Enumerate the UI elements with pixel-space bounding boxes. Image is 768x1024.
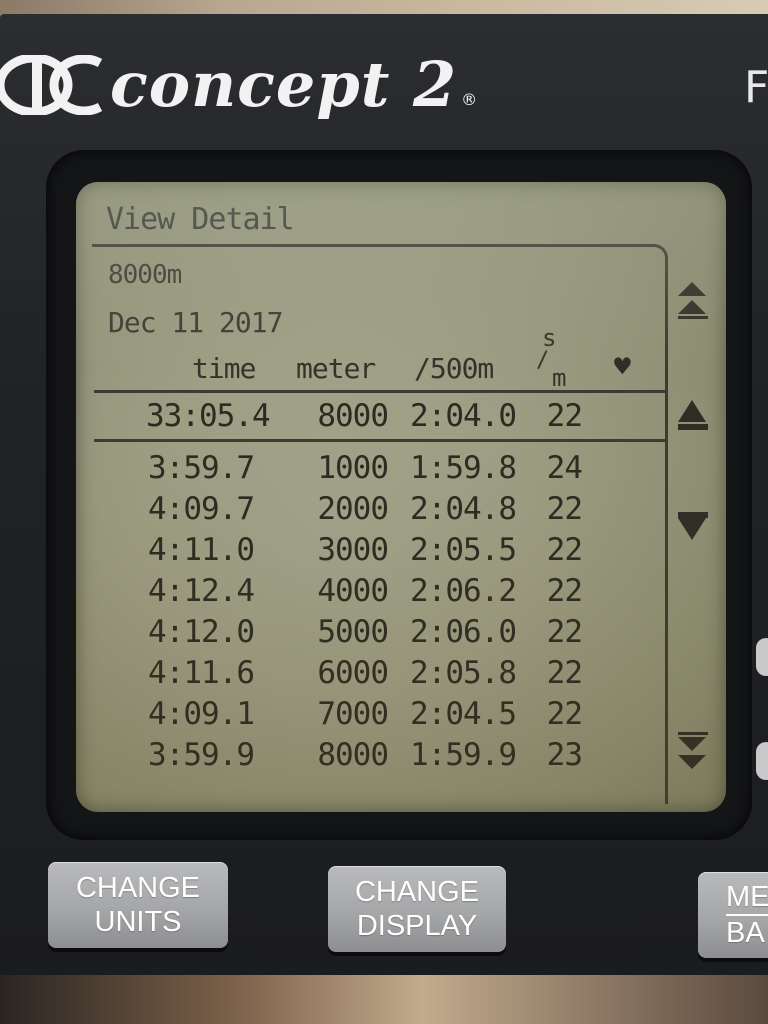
side-button-lower[interactable] <box>756 742 768 780</box>
split-spm: 23 <box>546 737 583 773</box>
split-spm: 22 <box>546 655 583 691</box>
brand-logo: concept 2 ® <box>0 50 560 120</box>
back-label: BA <box>726 917 765 949</box>
menu-label: ME <box>726 880 768 916</box>
brand-name: concept 2 <box>110 48 458 121</box>
lcd-screen: View Detail 8000m Dec 11 2017 time meter… <box>76 182 726 812</box>
split-time: 3:59.7 <box>148 450 255 486</box>
split-spm: 22 <box>546 491 583 527</box>
workout-date: Dec 11 2017 <box>108 306 283 339</box>
column-header-meter: meter <box>296 352 376 385</box>
side-button-upper[interactable] <box>756 638 768 676</box>
double-up-arrow-icon <box>678 282 708 319</box>
split-meter: 6000 <box>317 655 389 691</box>
split-time: 4:09.7 <box>148 491 255 527</box>
total-pace: 2:04.0 <box>410 398 517 434</box>
split-row: 4:11.6 6000 2:05.8 22 <box>76 655 726 695</box>
split-time: 4:11.6 <box>148 655 255 691</box>
concept2-logo-icon <box>0 55 103 115</box>
split-spm: 22 <box>546 573 583 609</box>
split-pace: 2:06.2 <box>410 573 517 609</box>
split-row: 4:09.7 2000 2:04.8 22 <box>76 491 726 531</box>
column-header-spm: s / m <box>536 324 566 392</box>
brand-right-letter: F <box>744 62 768 113</box>
split-time: 4:09.1 <box>148 696 255 732</box>
split-row: 3:59.9 8000 1:59.9 23 <box>76 737 726 777</box>
detail-frame <box>92 244 668 804</box>
total-spm: 22 <box>546 398 583 434</box>
up-arrow-icon <box>678 400 708 430</box>
change-display-label-2: DISPLAY <box>356 910 478 942</box>
column-header-time: time <box>192 352 256 385</box>
split-meter: 7000 <box>317 696 389 732</box>
change-units-label-2: UNITS <box>94 906 182 938</box>
split-spm: 22 <box>546 696 583 732</box>
split-row: 3:59.7 1000 1:59.8 24 <box>76 450 726 490</box>
change-display-label-1: CHANGE <box>354 875 480 908</box>
split-pace: 2:04.5 <box>410 696 517 732</box>
workout-name: 8000m <box>108 260 182 290</box>
split-meter: 8000 <box>317 737 389 773</box>
scroll-indicators <box>678 282 708 782</box>
menu-back-button[interactable]: ME BA <box>698 872 768 958</box>
double-down-arrow-icon <box>678 730 708 769</box>
split-row: 4:09.1 7000 2:04.5 22 <box>76 696 726 736</box>
split-time: 4:11.0 <box>148 532 255 568</box>
split-time: 4:12.4 <box>148 573 255 609</box>
total-time: 33:05.4 <box>146 398 271 434</box>
registered-mark: ® <box>461 89 478 109</box>
header-divider <box>94 390 666 393</box>
split-meter: 3000 <box>317 532 389 568</box>
heart-icon: ♥ <box>614 350 631 383</box>
split-spm: 24 <box>546 450 583 486</box>
split-pace: 2:05.5 <box>410 532 517 568</box>
split-row: 4:11.0 3000 2:05.5 22 <box>76 532 726 572</box>
total-row: 33:05.4 8000 2:04.0 22 <box>94 394 666 442</box>
split-spm: 22 <box>546 532 583 568</box>
split-time: 3:59.9 <box>148 737 255 773</box>
split-meter: 1000 <box>317 450 389 486</box>
change-units-label-1: CHANGE <box>75 871 201 904</box>
split-meter: 5000 <box>317 614 389 650</box>
background-bottom <box>0 975 768 1024</box>
down-arrow-icon <box>678 510 708 540</box>
screen-title: View Detail <box>106 202 295 237</box>
split-meter: 4000 <box>317 573 389 609</box>
split-pace: 1:59.8 <box>410 450 517 486</box>
split-pace: 2:06.0 <box>410 614 517 650</box>
split-meter: 2000 <box>317 491 389 527</box>
split-pace: 1:59.9 <box>410 737 517 773</box>
split-time: 4:12.0 <box>148 614 255 650</box>
total-meter: 8000 <box>317 398 389 434</box>
split-row: 4:12.0 5000 2:06.0 22 <box>76 614 726 654</box>
split-row: 4:12.4 4000 2:06.2 22 <box>76 573 726 613</box>
change-display-button[interactable]: CHANGE DISPLAY <box>328 866 506 952</box>
split-pace: 2:04.8 <box>410 491 517 527</box>
column-header-pace: /500m <box>414 352 494 385</box>
change-units-button[interactable]: CHANGE UNITS <box>48 862 228 948</box>
split-spm: 22 <box>546 614 583 650</box>
split-pace: 2:05.8 <box>410 655 517 691</box>
